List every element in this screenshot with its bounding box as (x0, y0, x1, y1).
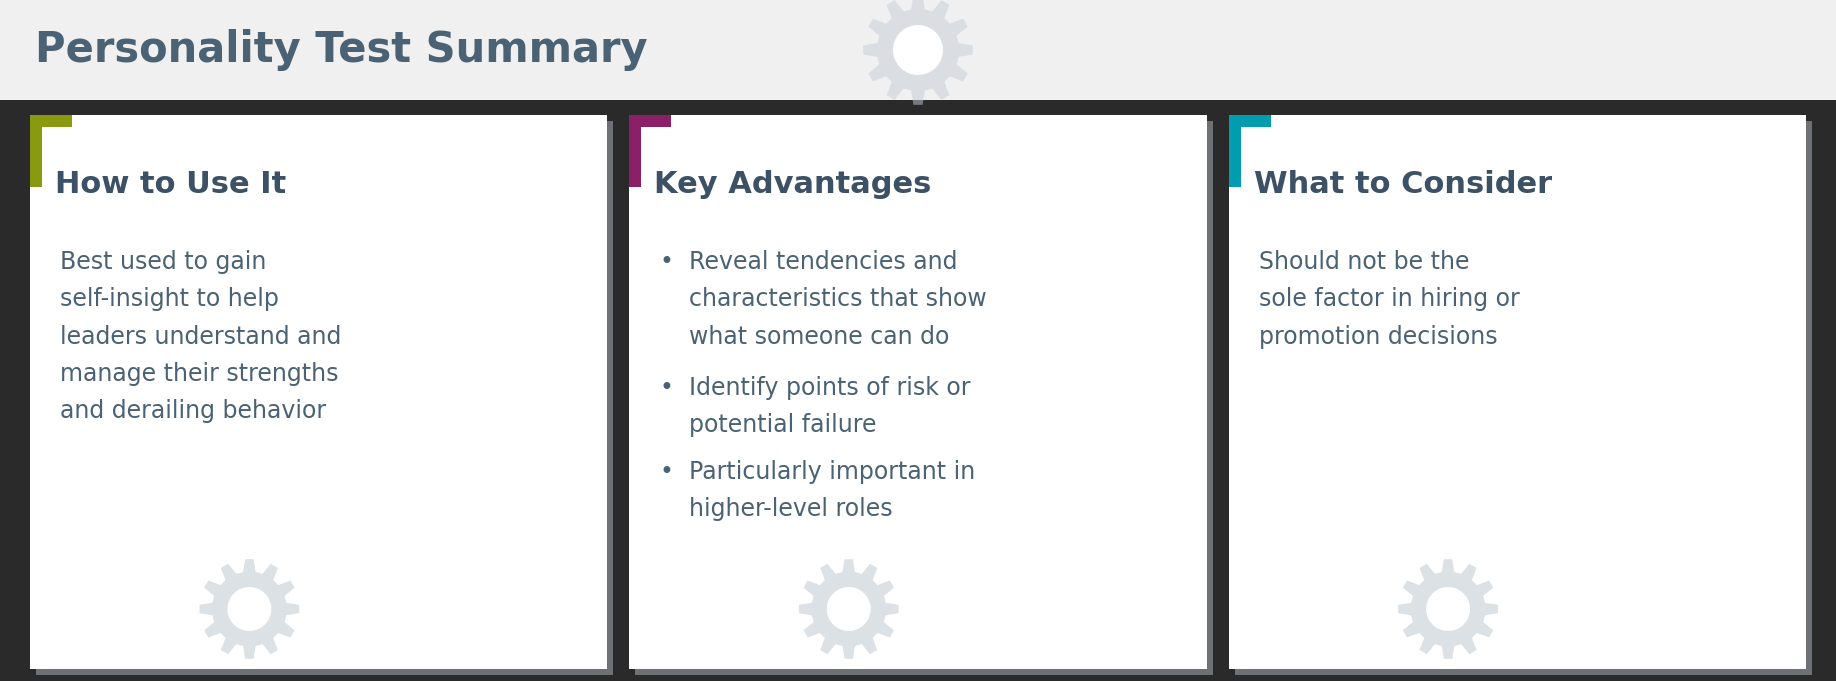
FancyBboxPatch shape (1228, 115, 1241, 187)
Text: Personality Test Summary: Personality Test Summary (35, 29, 648, 71)
FancyBboxPatch shape (630, 115, 672, 127)
FancyBboxPatch shape (37, 121, 613, 675)
Text: •: • (659, 376, 674, 400)
Polygon shape (892, 25, 944, 75)
Polygon shape (1399, 559, 1498, 659)
FancyBboxPatch shape (29, 115, 42, 187)
Polygon shape (1427, 587, 1471, 631)
FancyBboxPatch shape (29, 115, 72, 127)
FancyBboxPatch shape (635, 121, 1212, 675)
Polygon shape (826, 587, 870, 631)
Polygon shape (863, 0, 973, 105)
FancyBboxPatch shape (1228, 115, 1807, 669)
Polygon shape (228, 587, 272, 631)
FancyBboxPatch shape (29, 115, 608, 669)
Text: Key Advantages: Key Advantages (654, 170, 931, 199)
Text: •: • (659, 460, 674, 484)
Polygon shape (200, 559, 299, 659)
FancyBboxPatch shape (630, 115, 1206, 669)
Polygon shape (799, 559, 898, 659)
Text: What to Consider: What to Consider (1254, 170, 1551, 199)
Text: Reveal tendencies and
characteristics that show
what someone can do: Reveal tendencies and characteristics th… (688, 250, 988, 349)
Text: Best used to gain
self-insight to help
leaders understand and
manage their stren: Best used to gain self-insight to help l… (61, 250, 341, 423)
FancyBboxPatch shape (0, 0, 1836, 100)
Text: Particularly important in
higher-level roles: Particularly important in higher-level r… (688, 460, 975, 521)
FancyBboxPatch shape (630, 115, 641, 187)
FancyBboxPatch shape (1228, 115, 1271, 127)
Text: Identify points of risk or
potential failure: Identify points of risk or potential fai… (688, 376, 971, 437)
Text: How to Use It: How to Use It (55, 170, 286, 199)
FancyBboxPatch shape (1234, 121, 1812, 675)
Text: Should not be the
sole factor in hiring or
promotion decisions: Should not be the sole factor in hiring … (1259, 250, 1520, 349)
Text: •: • (659, 250, 674, 274)
